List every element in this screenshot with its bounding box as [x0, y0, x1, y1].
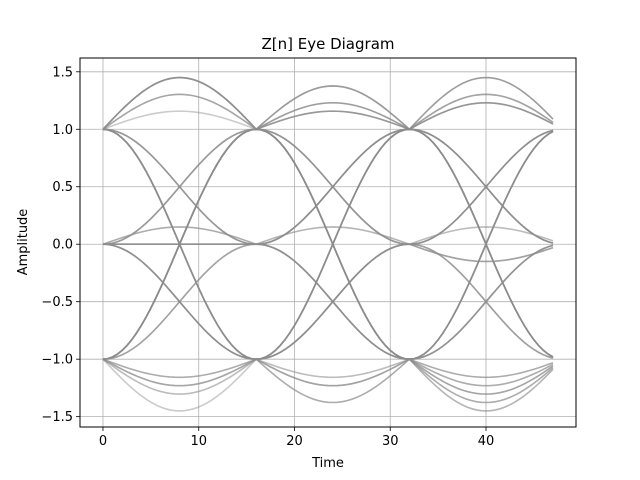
- y-tick-label: 1.0: [52, 123, 73, 138]
- y-tick-label: 1.5: [52, 65, 73, 80]
- y-tick-label: −0.5: [41, 295, 73, 310]
- x-tick-label: 0: [99, 434, 107, 449]
- eye-trace: [102, 110, 554, 358]
- eye-trace: [102, 226, 554, 404]
- axis-ticks: 0 10 20 30 40 −1.5 −1.0 −0.5 0.0 0.5 1.0 1.5: [41, 65, 494, 449]
- x-tick-label: 40: [478, 434, 495, 449]
- y-tick-label: 0.5: [52, 180, 73, 195]
- eye-trace: [102, 358, 554, 404]
- y-tick-label: −1.0: [41, 353, 73, 368]
- eye-traces: [102, 76, 554, 412]
- y-tick-label: −1.5: [41, 410, 73, 425]
- chart-title: Z[n] Eye Diagram: [261, 35, 394, 53]
- x-tick-label: 30: [382, 434, 399, 449]
- y-axis-title: Amplitude: [16, 209, 31, 276]
- plot-frame: [79, 57, 577, 428]
- x-tick-label: 20: [286, 434, 303, 449]
- eye-trace: [102, 128, 554, 360]
- grid-lines: [80, 58, 576, 427]
- x-tick-label: 10: [190, 434, 207, 449]
- plot-area: [80, 58, 576, 427]
- x-axis-title: Time: [311, 456, 344, 471]
- eye-trace: [102, 128, 554, 360]
- eye-trace: [102, 101, 554, 246]
- y-tick-label: 0.0: [52, 238, 73, 253]
